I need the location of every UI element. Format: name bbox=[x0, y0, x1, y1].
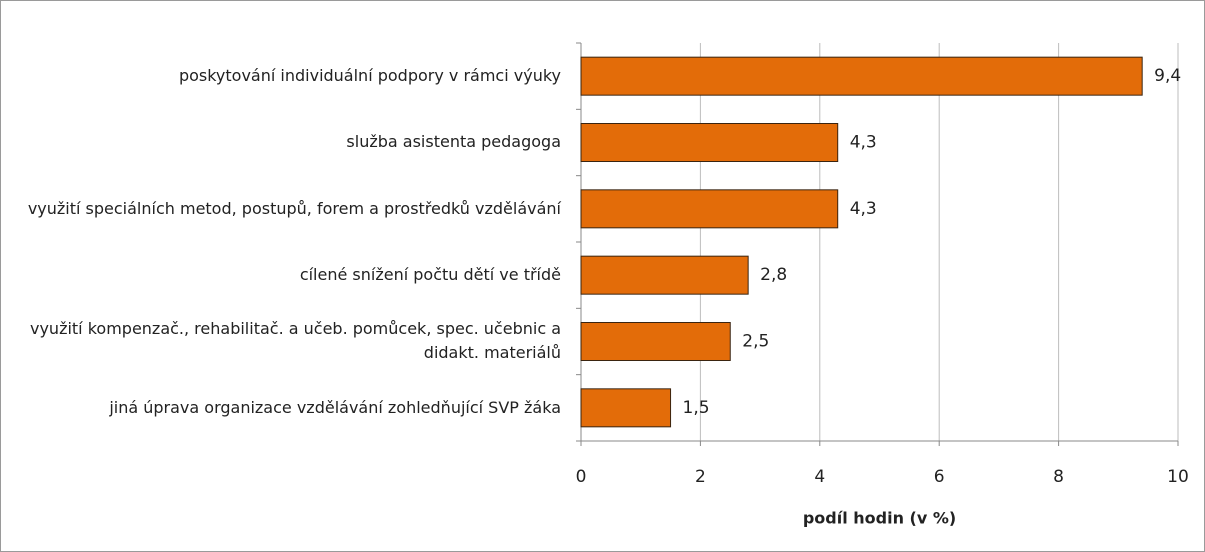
y-tick-label: služba asistenta pedagoga bbox=[346, 132, 561, 152]
value-label: 2,5 bbox=[742, 332, 769, 352]
bar bbox=[580, 56, 1143, 96]
value-label: 2,8 bbox=[760, 265, 787, 285]
bar bbox=[580, 255, 749, 295]
x-tick-label: 6 bbox=[934, 467, 945, 487]
x-tick-label: 10 bbox=[1167, 467, 1189, 487]
value-label: 4,3 bbox=[850, 133, 877, 153]
y-tick-label: poskytování individuální podpory v rámci… bbox=[178, 66, 561, 86]
value-label: 1,5 bbox=[683, 398, 710, 418]
bar bbox=[580, 123, 839, 162]
y-tick-label: cílené snížení počtu dětí ve třídě bbox=[299, 265, 561, 285]
bar bbox=[580, 189, 839, 229]
bar bbox=[580, 388, 672, 428]
x-tick-label: 2 bbox=[695, 467, 706, 487]
x-tick-label: 8 bbox=[1053, 467, 1064, 487]
x-tick-label: 0 bbox=[576, 467, 587, 487]
bar bbox=[580, 322, 731, 361]
value-label: 4,3 bbox=[850, 199, 877, 219]
x-axis-title: podíl hodin (v %) bbox=[803, 509, 956, 528]
y-tick-label: využití speciálních metod, postupů, fore… bbox=[27, 198, 561, 218]
value-label: 9,4 bbox=[1154, 66, 1181, 86]
y-tick-label: využití kompenzač., rehabilitač. a učeb.… bbox=[29, 319, 561, 363]
y-tick-label: jiná úprava organizace vzdělávání zohled… bbox=[109, 397, 561, 417]
x-tick-label: 4 bbox=[814, 467, 825, 487]
